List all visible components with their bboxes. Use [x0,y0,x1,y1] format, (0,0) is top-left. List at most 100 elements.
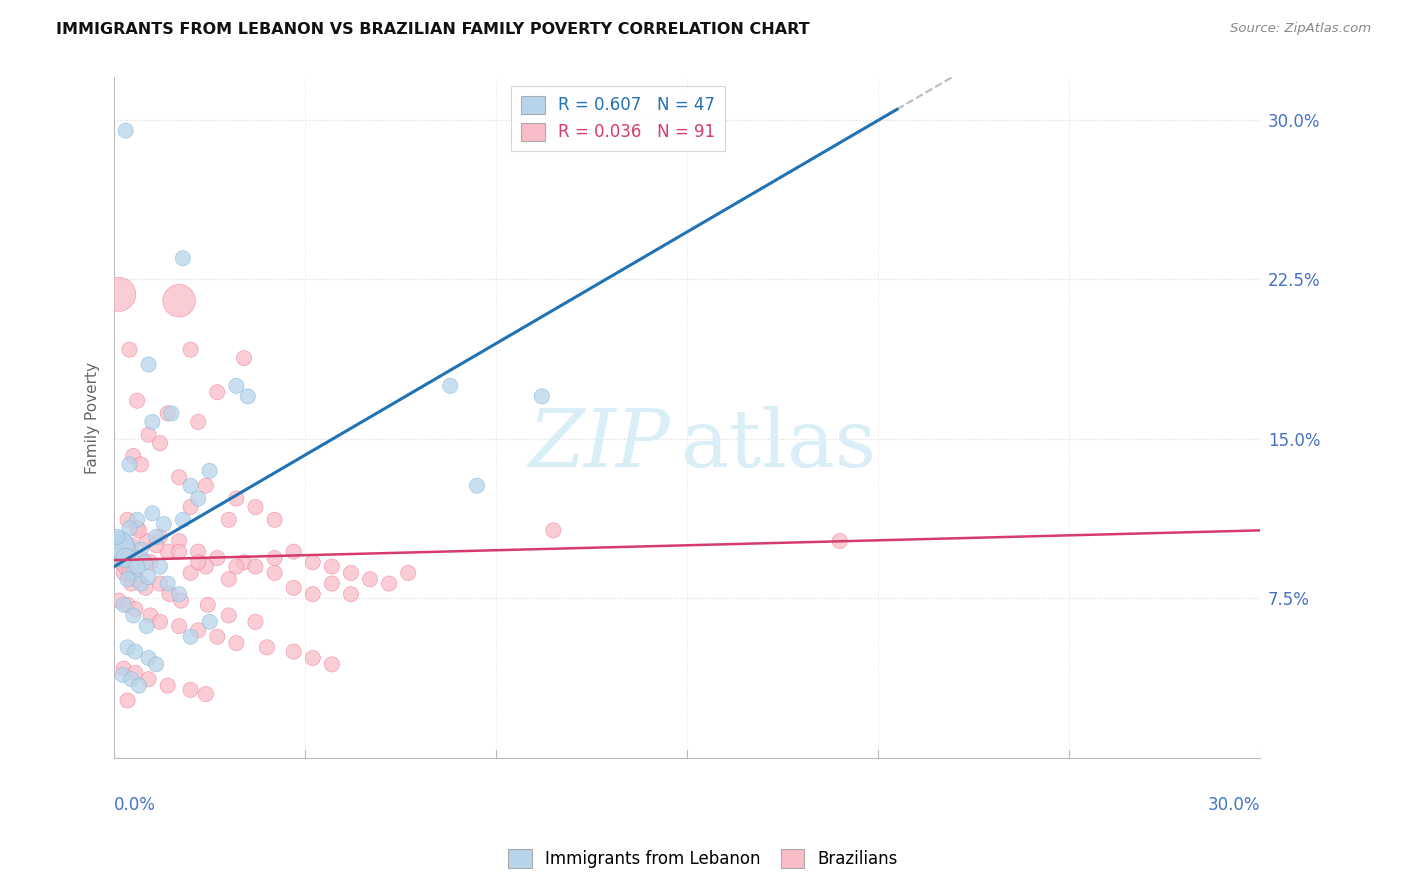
Point [149,576,172,591]
Point [283,581,305,595]
Point [828,534,851,549]
Point [340,587,363,601]
Point [124,644,146,658]
Point [129,576,152,591]
Point [439,378,461,392]
Point [127,513,149,527]
Legend: Immigrants from Lebanon, Brazilians: Immigrants from Lebanon, Brazilians [502,843,904,875]
Point [378,576,401,591]
Point [138,651,160,665]
Point [112,662,135,676]
Point [465,479,488,493]
Text: IMMIGRANTS FROM LEBANON VS BRAZILIAN FAMILY POVERTY CORRELATION CHART: IMMIGRANTS FROM LEBANON VS BRAZILIAN FAM… [56,22,810,37]
Point [194,687,217,701]
Point [112,544,135,558]
Point [149,436,172,450]
Point [127,393,149,408]
Text: 30.0%: 30.0% [1208,797,1260,814]
Point [180,500,202,514]
Point [107,542,129,557]
Point [256,640,278,655]
Point [194,479,217,493]
Point [187,624,209,638]
Point [127,559,149,574]
Point [207,551,229,566]
Point [145,530,167,544]
Point [145,538,167,552]
Point [187,555,209,569]
Legend: R = 0.607   N = 47, R = 0.036   N = 91: R = 0.607 N = 47, R = 0.036 N = 91 [512,86,725,152]
Y-axis label: Family Poverty: Family Poverty [86,361,100,474]
Point [156,576,179,591]
Point [180,343,202,357]
Point [149,559,172,574]
Point [117,572,139,586]
Point [128,679,150,693]
Point [112,598,135,612]
Point [187,415,209,429]
Point [321,576,343,591]
Point [159,587,181,601]
Point [218,608,240,623]
Point [283,644,305,658]
Point [218,572,240,586]
Point [124,602,146,616]
Point [114,559,136,574]
Point [530,389,553,403]
Text: Source: ZipAtlas.com: Source: ZipAtlas.com [1230,22,1371,36]
Point [207,630,229,644]
Point [167,470,190,484]
Point [145,657,167,672]
Point [134,581,156,595]
Point [107,287,129,301]
Point [122,449,145,463]
Point [118,521,141,535]
Point [194,559,217,574]
Point [301,587,323,601]
Point [283,544,305,558]
Point [128,524,150,538]
Point [138,570,160,584]
Point [321,657,343,672]
Point [233,351,256,366]
Point [118,566,141,580]
Point [156,679,179,693]
Point [114,551,136,566]
Point [187,491,209,506]
Point [141,507,163,521]
Point [207,385,229,400]
Point [180,566,202,580]
Point [218,513,240,527]
Point [117,640,139,655]
Point [129,542,152,557]
Point [396,566,419,580]
Point [180,630,202,644]
Point [129,551,152,566]
Point [105,530,128,544]
Point [134,555,156,569]
Point [120,538,142,552]
Point [135,534,157,549]
Point [543,524,565,538]
Point [127,572,149,586]
Point [321,559,343,574]
Point [110,555,132,569]
Point [236,389,259,403]
Point [167,534,190,549]
Point [167,587,190,601]
Point [120,576,142,591]
Point [112,566,135,580]
Point [167,293,190,308]
Point [340,566,363,580]
Point [118,343,141,357]
Point [129,458,152,472]
Point [149,615,172,629]
Point [359,572,381,586]
Point [127,521,149,535]
Point [172,251,194,265]
Point [153,516,176,531]
Point [263,513,285,527]
Point [139,555,162,569]
Point [225,491,247,506]
Point [301,555,323,569]
